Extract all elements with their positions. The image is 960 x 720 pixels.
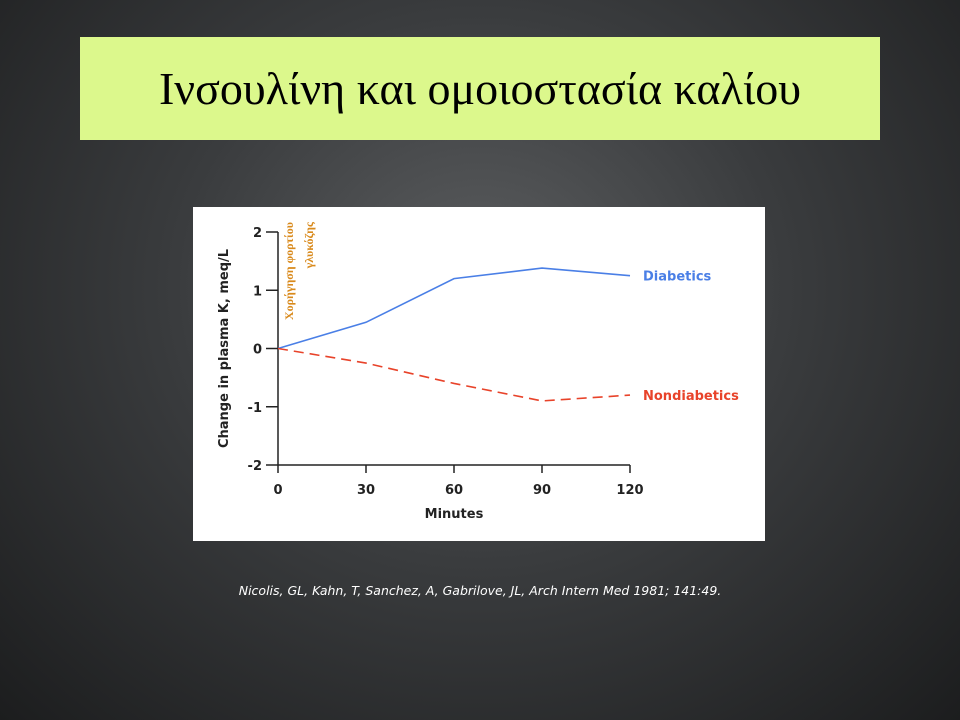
series-label: Diabetics — [643, 270, 712, 285]
series-line — [277, 267, 631, 350]
x-tick-label: 30 — [357, 483, 375, 498]
y-axis-label: Change in plasma K, meq/L — [217, 249, 232, 448]
x-tick-label: 0 — [273, 483, 282, 498]
slide-title: Ινσουλίνη και ομοιοστασία καλίου — [158, 63, 801, 114]
x-tick-label: 90 — [533, 483, 551, 498]
y-tick-label: 1 — [253, 284, 262, 299]
annotation: γλυκόζης — [302, 221, 316, 269]
chart-background — [193, 207, 765, 541]
series-label: Nondiabetics — [643, 389, 739, 404]
y-tick-label: 2 — [253, 226, 262, 241]
title-box: Ινσουλίνη και ομοιοστασία καλίου — [80, 37, 880, 140]
y-tick-label: -2 — [248, 459, 262, 474]
x-tick-label: 60 — [445, 483, 463, 498]
y-tick-label: -1 — [248, 401, 262, 416]
citation: Nicolis, GL, Kahn, T, Sanchez, A, Gabril… — [238, 583, 722, 598]
x-tick-label: 120 — [616, 483, 643, 498]
series-line — [277, 347, 631, 402]
x-axis-label: Minutes — [425, 507, 484, 522]
y-tick-label: 0 — [253, 343, 262, 358]
annotation: Χορήγηση φορτίου — [282, 222, 296, 320]
